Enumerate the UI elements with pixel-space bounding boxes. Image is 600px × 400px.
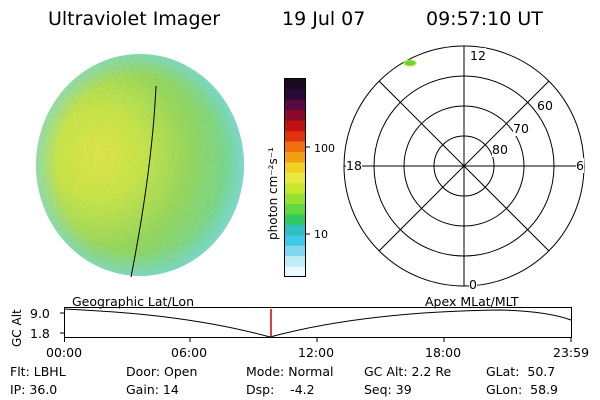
colorbar-segment xyxy=(285,151,305,163)
colorbar-segment xyxy=(285,183,305,195)
y-tick-1-8: 1.8 xyxy=(30,326,50,341)
timeline-left-label: Geographic Lat/Lon xyxy=(72,294,194,309)
colorbar-segment xyxy=(285,204,305,215)
colorbar-segment xyxy=(285,172,305,184)
mlt-label-6: 6 xyxy=(576,158,584,173)
y-tick-9: 9.0 xyxy=(30,306,50,321)
colorbar-segment xyxy=(285,120,305,132)
mlt-label-18: 18 xyxy=(346,158,362,173)
x-tick-18: 18:00 xyxy=(425,345,462,360)
colorbar xyxy=(284,78,310,278)
colorbar-segment xyxy=(285,131,305,143)
colorbar-segment xyxy=(285,141,305,153)
status-mode: Mode: Normal xyxy=(246,364,334,379)
mlt-label-12: 12 xyxy=(470,48,486,63)
colorbar-segment xyxy=(285,214,305,226)
colorbar-tick-10: 10 xyxy=(314,228,328,241)
status-seq: Seq: 39 xyxy=(364,382,412,397)
colorbar-segment xyxy=(285,266,305,278)
status-flt: Flt: LBHL xyxy=(10,364,66,379)
colorbar-segment xyxy=(285,99,305,111)
timeline-y-axis-label: GC Alt xyxy=(10,309,24,347)
lat-label-70: 70 xyxy=(513,121,529,136)
mlt-label-0: 0 xyxy=(469,277,477,292)
status-door: Door: Open xyxy=(126,364,198,379)
time-label: 09:57:10 UT xyxy=(426,8,543,30)
status-glat: GLat: 50.7 xyxy=(486,364,556,379)
colorbar-segment xyxy=(285,79,305,90)
colorbar-segment xyxy=(285,235,305,247)
earth-disc xyxy=(36,54,244,276)
colorbar-segment xyxy=(285,110,305,122)
timeline-right-label: Apex MLat/MLT xyxy=(425,294,519,309)
colorbar-tick-100: 100 xyxy=(314,142,335,155)
lat-label-60: 60 xyxy=(537,98,553,113)
colorbar-segment xyxy=(285,162,305,174)
altitude-curve xyxy=(63,308,572,338)
auroral-spot xyxy=(403,59,417,67)
instrument-title: Ultraviolet Imager xyxy=(48,8,221,30)
date-label: 19 Jul 07 xyxy=(282,8,366,30)
status-gc-alt: GC Alt: 2.2 Re xyxy=(364,364,452,379)
lat-label-80: 80 xyxy=(492,142,508,157)
colorbar-segment xyxy=(285,256,305,268)
colorbar-unit-label: photon cm⁻²s⁻¹ xyxy=(266,147,280,240)
colorbar-segment xyxy=(285,245,305,257)
colorbar-segment xyxy=(285,224,305,236)
colorbar-segment xyxy=(285,89,305,101)
x-tick-12: 12:00 xyxy=(298,345,335,360)
x-tick-06: 06:00 xyxy=(171,345,208,360)
x-tick-2359: 23:59 xyxy=(553,345,590,360)
x-tick-00: 00:00 xyxy=(46,345,83,360)
status-dsp: Dsp: -4.2 xyxy=(246,382,315,397)
colorbar-segment xyxy=(285,193,305,205)
status-gain: Gain: 14 xyxy=(126,382,179,397)
status-glon: GLon: 58.9 xyxy=(486,382,558,397)
status-ip: IP: 36.0 xyxy=(10,382,58,397)
terminator-line xyxy=(130,85,157,278)
